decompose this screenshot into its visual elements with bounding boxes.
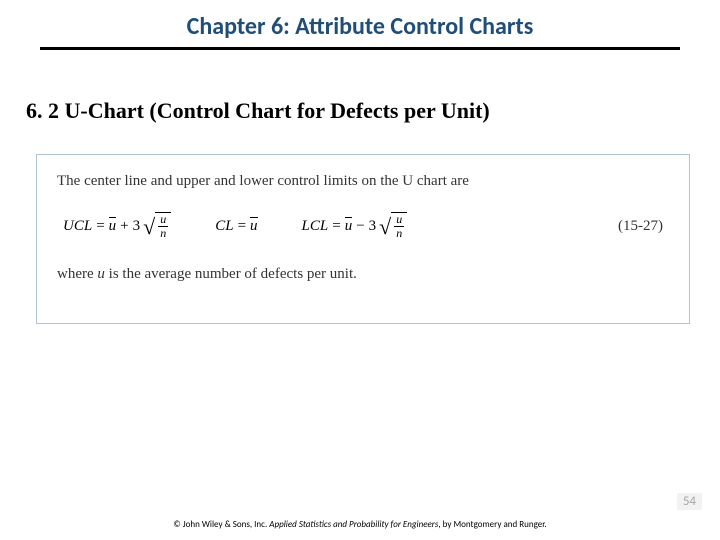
equals-sign: =	[92, 218, 108, 235]
formula-intro: The center line and upper and lower cont…	[57, 173, 669, 190]
fraction: u n	[158, 213, 168, 240]
chapter-title: Chapter 6: Attribute Control Charts	[0, 12, 720, 41]
radical-icon: √	[143, 216, 155, 244]
sqrt-lcl: √ u n	[379, 212, 407, 240]
sqrt-body: u n	[391, 212, 407, 240]
ubar-symbol: u	[345, 218, 353, 235]
authors-text: , by Montgomery and Runger.	[438, 519, 546, 530]
plus-sign: +	[116, 218, 132, 235]
minus-sign: −	[352, 218, 368, 235]
where-suffix: is the average number of defects per uni…	[105, 266, 357, 282]
formula-triple: UCL = u + 3 √ u n CL = u	[63, 212, 407, 240]
equation-number: (15-27)	[618, 218, 663, 235]
section-heading: 6. 2 U-Chart (Control Chart for Defects …	[0, 98, 720, 124]
where-symbol: u	[97, 266, 105, 282]
where-prefix: where	[57, 266, 97, 282]
equals-sign: =	[328, 218, 344, 235]
ubar-symbol: u	[109, 218, 117, 235]
slide-header: Chapter 6: Attribute Control Charts	[0, 0, 720, 58]
formula-row: UCL = u + 3 √ u n CL = u	[57, 212, 669, 240]
lcl-formula: LCL = u − 3 √ u n	[302, 212, 408, 240]
cl-label: CL	[215, 218, 233, 235]
frac-num: u	[160, 213, 166, 226]
fraction: u n	[394, 213, 404, 240]
frac-den: n	[158, 227, 168, 240]
where-line: where u is the average number of defects…	[57, 266, 669, 283]
section-title: U-Chart (Control Chart for Defects per U…	[65, 98, 490, 123]
page-number: 54	[677, 493, 702, 510]
sqrt-body: u n	[155, 212, 171, 240]
ucl-formula: UCL = u + 3 √ u n	[63, 212, 171, 240]
lcl-label: LCL	[302, 218, 329, 235]
ucl-coef: 3	[133, 218, 141, 235]
lcl-coef: 3	[369, 218, 377, 235]
radical-icon: √	[379, 216, 391, 244]
formula-intro-text: The center line and upper and lower cont…	[57, 173, 469, 189]
slide-footer: © John Wiley & Sons, Inc. Applied Statis…	[0, 519, 720, 530]
formula-box: The center line and upper and lower cont…	[36, 154, 690, 324]
section-number: 6. 2	[26, 98, 59, 123]
sqrt-ucl: √ u n	[143, 212, 171, 240]
frac-num: u	[396, 213, 402, 226]
frac-den: n	[394, 227, 404, 240]
ucl-label: UCL	[63, 218, 92, 235]
cl-formula: CL = u	[215, 218, 257, 235]
equals-sign: =	[234, 218, 250, 235]
book-title: Applied Statistics and Probability for E…	[269, 519, 438, 530]
title-underline	[40, 47, 680, 50]
copyright-text: © John Wiley & Sons, Inc.	[173, 519, 269, 530]
ubar-symbol: u	[250, 218, 258, 235]
